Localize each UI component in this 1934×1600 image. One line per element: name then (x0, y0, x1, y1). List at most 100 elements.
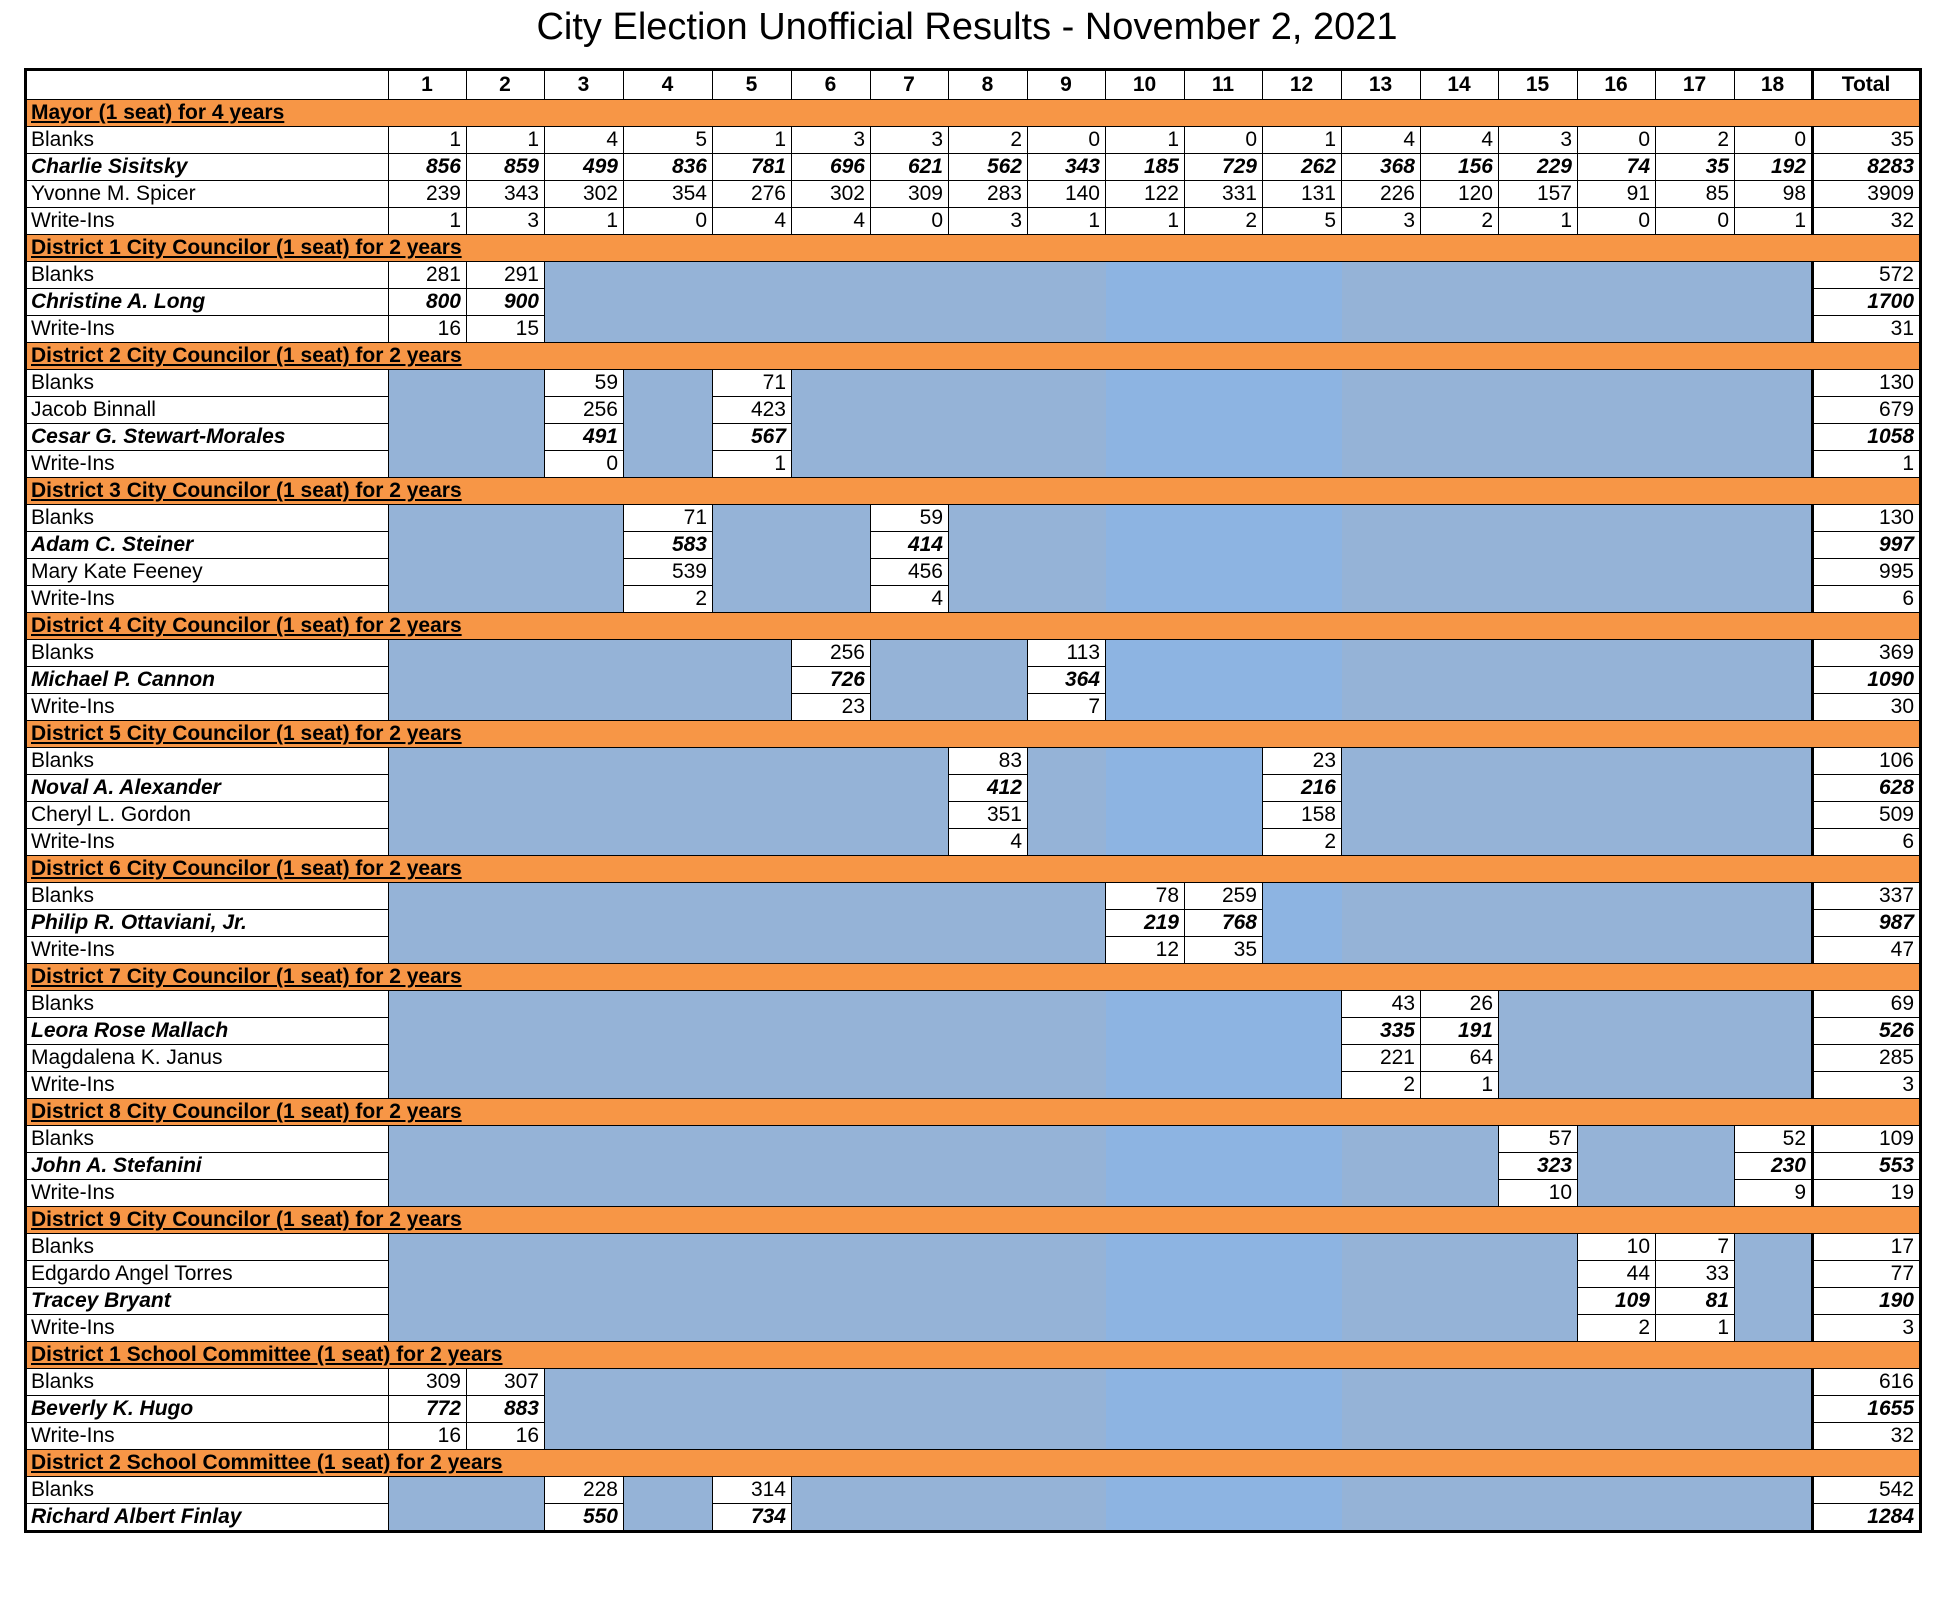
empty-precinct-cell (544, 639, 624, 667)
empty-precinct-cell (544, 1233, 624, 1261)
empty-precinct-cell (791, 1260, 871, 1288)
empty-precinct-cell (948, 369, 1028, 397)
header-blank (25, 69, 389, 100)
candidate-row: Blanks 78 259 337 (25, 882, 1921, 910)
precinct-vote-cell: 696 (791, 153, 871, 181)
candidate-name: Michael P. Cannon (25, 666, 389, 694)
candidate-name: Write-Ins (25, 1071, 389, 1099)
precinct-vote-cell: 562 (948, 153, 1028, 181)
empty-precinct-cell (948, 666, 1028, 694)
empty-precinct-cell (1184, 1071, 1263, 1099)
empty-precinct-cell (1341, 1287, 1421, 1315)
column-header-precinct: 18 (1734, 69, 1813, 100)
empty-precinct-cell (1184, 558, 1263, 586)
candidate-row: Write-Ins 16 15 31 (25, 315, 1921, 343)
empty-precinct-cell (1655, 1071, 1735, 1099)
empty-precinct-cell (1184, 801, 1263, 829)
precinct-vote-cell: 78 (1105, 882, 1185, 910)
empty-precinct-cell (623, 1503, 713, 1532)
candidate-name: Blanks (25, 747, 389, 775)
empty-precinct-cell (1105, 828, 1185, 856)
empty-precinct-cell (870, 882, 949, 910)
empty-precinct-cell (1027, 369, 1106, 397)
empty-precinct-cell (623, 1314, 713, 1342)
empty-precinct-cell (1498, 747, 1578, 775)
empty-precinct-cell (1734, 1314, 1813, 1342)
empty-precinct-cell (388, 1287, 467, 1315)
empty-precinct-cell (712, 315, 792, 343)
empty-precinct-cell (388, 882, 467, 910)
empty-precinct-cell (1655, 585, 1735, 613)
empty-precinct-cell (948, 261, 1028, 289)
precinct-vote-cell: 0 (870, 207, 949, 235)
empty-precinct-cell (544, 1125, 624, 1153)
empty-precinct-cell (948, 1044, 1028, 1072)
empty-precinct-cell (1734, 531, 1813, 559)
empty-precinct-cell (1577, 531, 1656, 559)
empty-precinct-cell (870, 315, 949, 343)
empty-precinct-cell (466, 1179, 545, 1207)
empty-precinct-cell (1734, 774, 1813, 802)
empty-precinct-cell (1577, 396, 1656, 424)
empty-precinct-cell (791, 1368, 871, 1396)
race-title: District 9 City Councilor (1 seat) for 2… (25, 1206, 1921, 1234)
empty-precinct-cell (1734, 315, 1813, 343)
candidate-name: Edgardo Angel Torres (25, 1260, 389, 1288)
empty-precinct-cell (1420, 666, 1499, 694)
precinct-vote-cell: 191 (1420, 1017, 1499, 1045)
empty-precinct-cell (544, 558, 624, 586)
empty-precinct-cell (1734, 1503, 1813, 1532)
empty-precinct-cell (388, 639, 467, 667)
empty-precinct-cell (1498, 801, 1578, 829)
precinct-vote-cell: 2 (1341, 1071, 1421, 1099)
empty-precinct-cell (870, 1017, 949, 1045)
precinct-vote-cell: 0 (544, 450, 624, 478)
empty-precinct-cell (712, 1314, 792, 1342)
empty-precinct-cell (623, 828, 713, 856)
empty-precinct-cell (1655, 423, 1735, 451)
race-title: District 1 School Committee (1 seat) for… (25, 1341, 1921, 1369)
empty-precinct-cell (1105, 1476, 1185, 1504)
total-vote-cell: 69 (1811, 990, 1921, 1018)
empty-precinct-cell (1341, 1233, 1421, 1261)
precinct-vote-cell: 15 (466, 315, 545, 343)
empty-precinct-cell (388, 1044, 467, 1072)
empty-precinct-cell (1655, 1476, 1735, 1504)
empty-precinct-cell (623, 990, 713, 1018)
empty-precinct-cell (1498, 1287, 1578, 1315)
empty-precinct-cell (466, 801, 545, 829)
candidate-name: Blanks (25, 1476, 389, 1504)
empty-precinct-cell (1734, 504, 1813, 532)
race-header-row: District 9 City Councilor (1 seat) for 2… (25, 1206, 1921, 1234)
column-header-total: Total (1811, 69, 1921, 100)
empty-precinct-cell (1262, 450, 1342, 478)
empty-precinct-cell (1577, 369, 1656, 397)
total-vote-cell: 3909 (1811, 180, 1921, 208)
precinct-vote-cell: 2 (1184, 207, 1263, 235)
empty-precinct-cell (1262, 1260, 1342, 1288)
empty-precinct-cell (1420, 1503, 1499, 1532)
empty-precinct-cell (948, 909, 1028, 937)
precinct-vote-cell: 491 (544, 423, 624, 451)
empty-precinct-cell (544, 504, 624, 532)
empty-precinct-cell (870, 1476, 949, 1504)
precinct-vote-cell: 226 (1341, 180, 1421, 208)
empty-precinct-cell (1420, 531, 1499, 559)
empty-precinct-cell (1262, 504, 1342, 532)
empty-precinct-cell (1105, 423, 1185, 451)
empty-precinct-cell (1341, 936, 1421, 964)
empty-precinct-cell (388, 558, 467, 586)
empty-precinct-cell (1420, 261, 1499, 289)
race-header-row: District 2 School Committee (1 seat) for… (25, 1449, 1921, 1477)
precinct-vote-cell: 1 (388, 126, 467, 154)
empty-precinct-cell (1027, 1395, 1106, 1423)
empty-precinct-cell (466, 369, 545, 397)
empty-precinct-cell (623, 666, 713, 694)
candidate-name: Write-Ins (25, 936, 389, 964)
empty-precinct-cell (1341, 1422, 1421, 1450)
empty-precinct-cell (1341, 1314, 1421, 1342)
empty-precinct-cell (1420, 288, 1499, 316)
empty-precinct-cell (1105, 288, 1185, 316)
empty-precinct-cell (1105, 450, 1185, 478)
empty-precinct-cell (388, 774, 467, 802)
